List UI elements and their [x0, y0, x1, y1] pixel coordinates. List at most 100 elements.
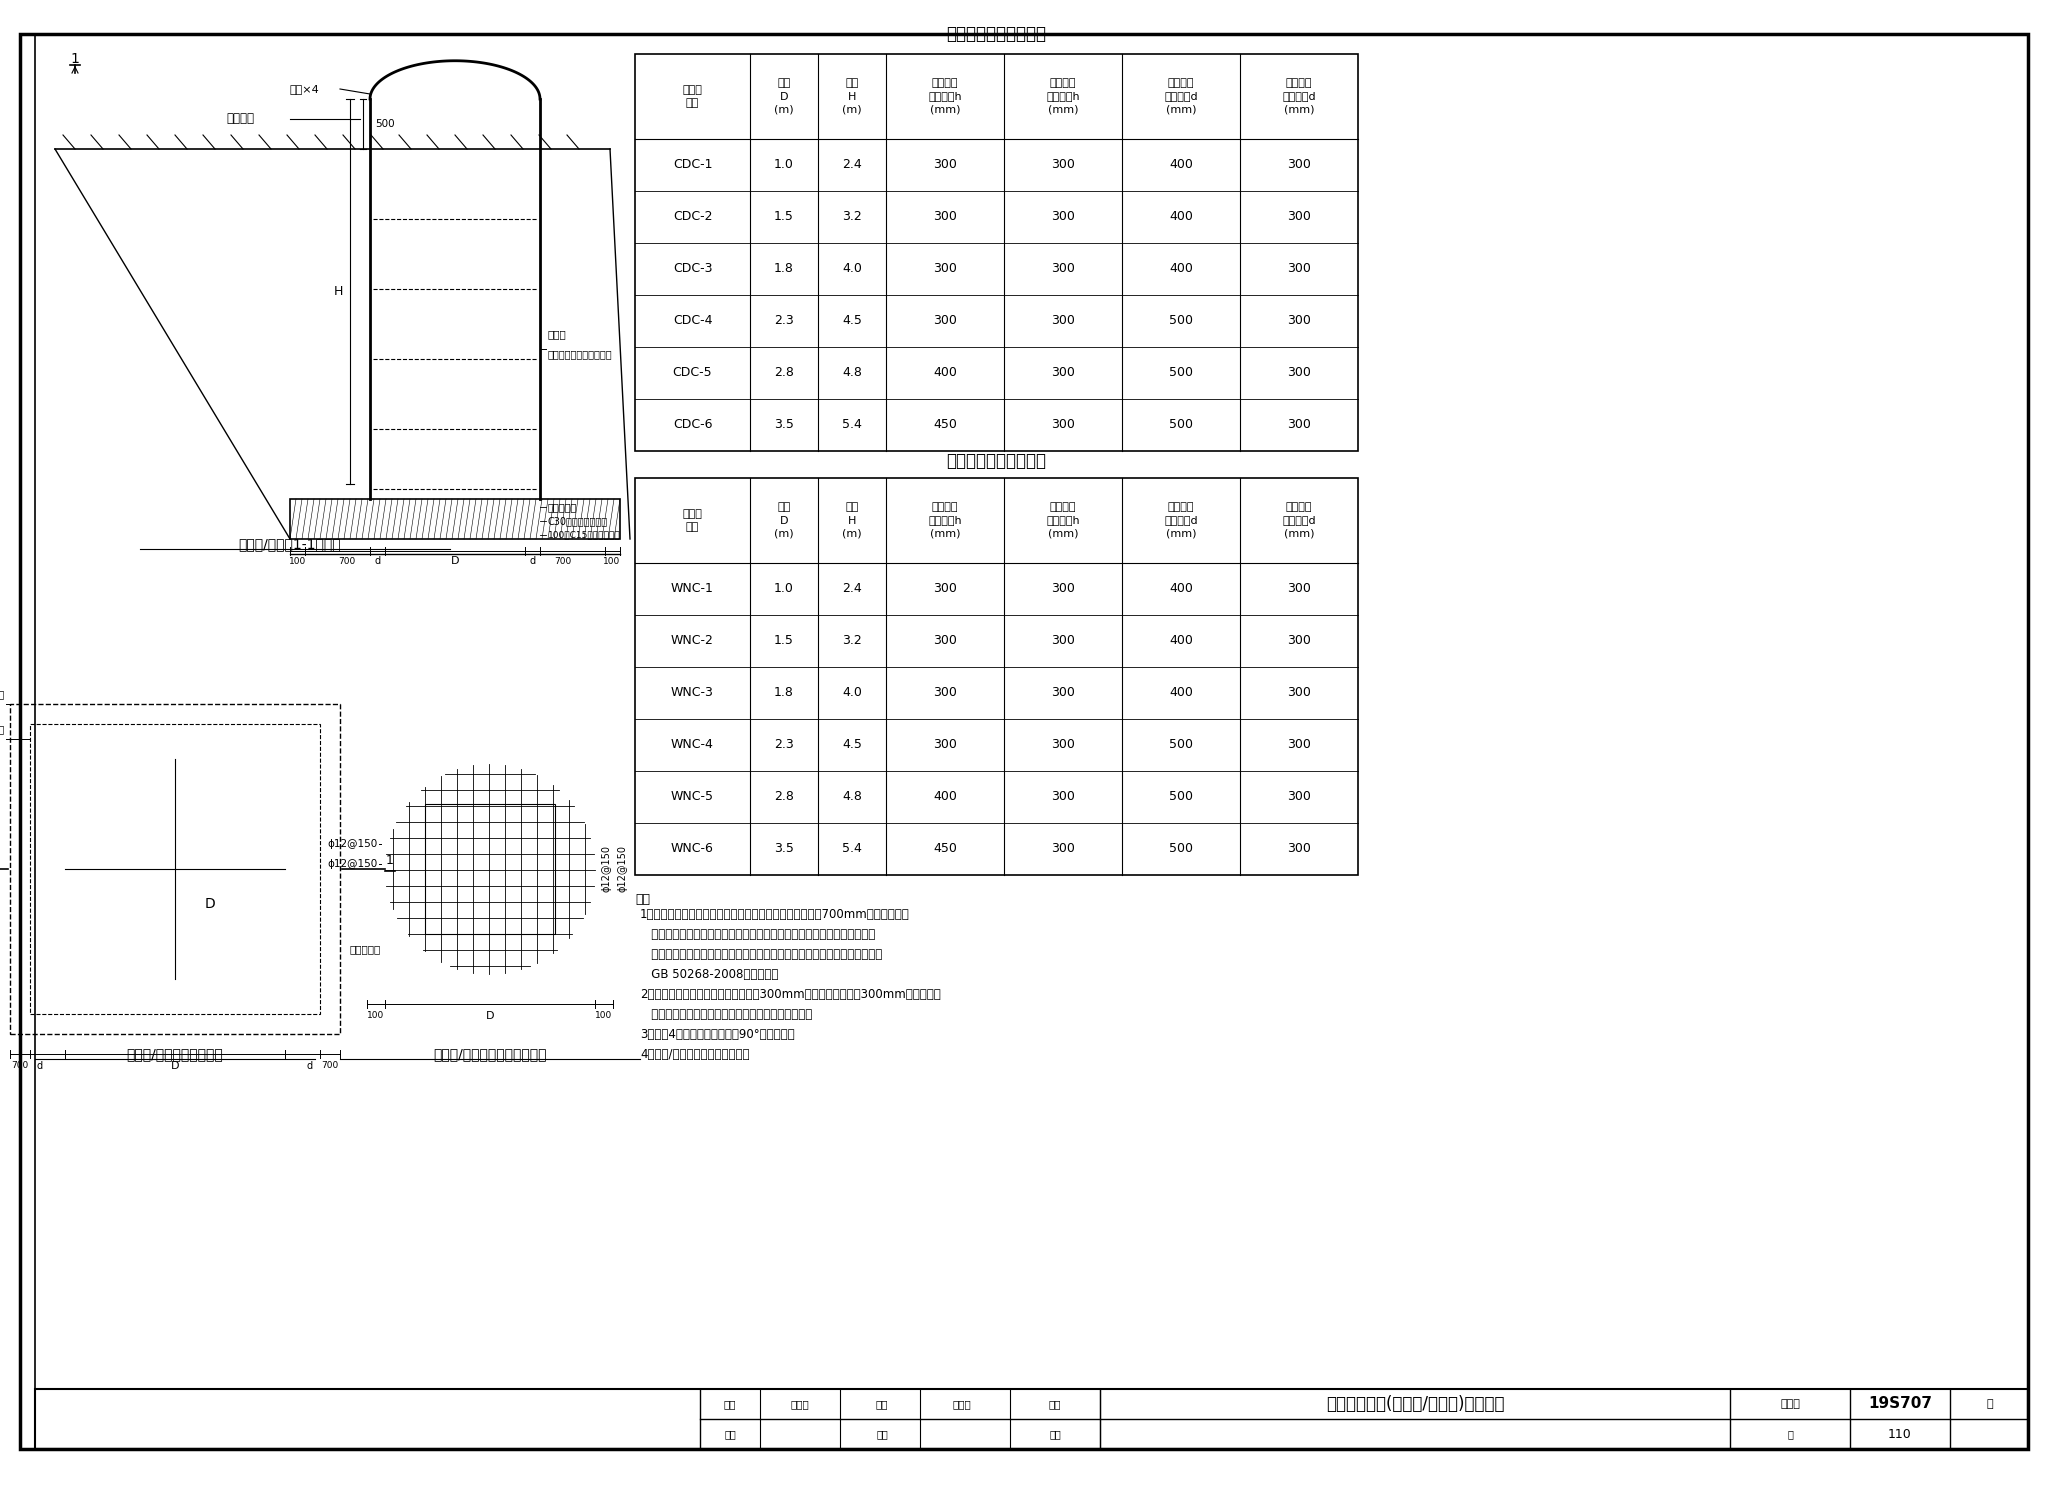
- Text: d: d: [37, 1062, 43, 1071]
- Text: 基础高度
无地下水h
(mm): 基础高度 无地下水h (mm): [1047, 502, 1079, 539]
- Text: 2.4: 2.4: [842, 582, 862, 596]
- Text: d: d: [307, 1062, 313, 1071]
- Text: 1.0: 1.0: [774, 582, 795, 596]
- Text: 3．共设4处抗浮带锚铆，夹角90°均匀布置。: 3．共设4处抗浮带锚铆，夹角90°均匀布置。: [639, 1029, 795, 1041]
- Text: ϕ12@150: ϕ12@150: [328, 859, 379, 870]
- Bar: [291, 499, 621, 539]
- Text: 400: 400: [934, 366, 956, 380]
- Text: 覆土深度: 覆土深度: [225, 113, 254, 125]
- Text: 与基础采用预制锚构连接: 与基础采用预制锚构连接: [549, 348, 612, 359]
- Text: 注：: 注：: [635, 893, 649, 905]
- Text: 300: 300: [934, 158, 956, 171]
- Text: 300: 300: [1051, 314, 1075, 328]
- Text: 300: 300: [1051, 158, 1075, 171]
- Text: 基础飞边
无地下水d
(mm): 基础飞边 无地下水d (mm): [1282, 79, 1315, 115]
- Text: 3.5: 3.5: [774, 418, 795, 432]
- Text: 设计: 设计: [1049, 1429, 1061, 1438]
- Text: 1: 1: [387, 855, 393, 868]
- Text: 300: 300: [1051, 366, 1075, 380]
- Text: ϕ12@150: ϕ12@150: [602, 846, 612, 892]
- Text: 沉淀池/污泥池1-1剖面图: 沉淀池/污泥池1-1剖面图: [240, 538, 342, 551]
- Text: 300: 300: [934, 634, 956, 648]
- Text: WNC-5: WNC-5: [672, 791, 715, 804]
- Text: 300: 300: [1051, 739, 1075, 752]
- Text: CDC-3: CDC-3: [672, 262, 713, 275]
- Text: 直径
D
(m): 直径 D (m): [774, 502, 795, 539]
- Text: 300: 300: [1286, 582, 1311, 596]
- Text: d: d: [530, 555, 537, 566]
- Text: 300: 300: [934, 739, 956, 752]
- Text: 审核: 审核: [725, 1429, 735, 1438]
- Bar: [35, 1389, 2028, 1449]
- Bar: [31, 724, 319, 1014]
- Text: 3.2: 3.2: [842, 634, 862, 648]
- Text: 2.4: 2.4: [842, 158, 862, 171]
- Text: WNC-4: WNC-4: [672, 739, 715, 752]
- Text: 基础高度
有地下水h
(mm): 基础高度 有地下水h (mm): [928, 502, 963, 539]
- Text: 300: 300: [1051, 262, 1075, 275]
- Text: H: H: [334, 284, 342, 298]
- Text: 4.0: 4.0: [842, 262, 862, 275]
- Text: 3.2: 3.2: [842, 210, 862, 223]
- Text: 300: 300: [1051, 634, 1075, 648]
- Text: 2.3: 2.3: [774, 314, 795, 328]
- Text: 吊耳×4: 吊耳×4: [291, 83, 319, 94]
- Bar: [635, 54, 1358, 451]
- Text: 直径
D
(m): 直径 D (m): [774, 79, 795, 115]
- Text: 450: 450: [934, 843, 956, 856]
- Text: 污泥池基础规格尺寸表: 污泥池基础规格尺寸表: [946, 453, 1047, 471]
- Text: 300: 300: [1286, 210, 1311, 223]
- Text: CDC-6: CDC-6: [672, 418, 713, 432]
- Text: 400: 400: [1169, 262, 1192, 275]
- Text: 沉淀池基础规格尺寸表: 沉淀池基础规格尺寸表: [946, 25, 1047, 43]
- Text: 埋地立式池体(沉淀池/污泥池)基础做法: 埋地立式池体(沉淀池/污泥池)基础做法: [1325, 1395, 1503, 1413]
- Text: GB 50268-2008中的规定。: GB 50268-2008中的规定。: [639, 968, 778, 981]
- Text: 校对: 校对: [877, 1429, 889, 1438]
- Text: 1.5: 1.5: [774, 210, 795, 223]
- Text: 19S707: 19S707: [1868, 1397, 1931, 1412]
- Text: 抗浮带: 抗浮带: [549, 329, 567, 339]
- Text: 污泥池
型号: 污泥池 型号: [682, 509, 702, 532]
- Text: WNC-2: WNC-2: [672, 634, 715, 648]
- Text: 基础飞边
无地下水d
(mm): 基础飞边 无地下水d (mm): [1282, 502, 1315, 539]
- Text: 400: 400: [1169, 686, 1192, 700]
- Text: 500: 500: [1169, 843, 1194, 856]
- Text: 页: 页: [1987, 1400, 1993, 1409]
- Text: 1.0: 1.0: [774, 158, 795, 171]
- Text: 300: 300: [934, 314, 956, 328]
- Text: ϕ12@150: ϕ12@150: [618, 846, 629, 892]
- Text: 300: 300: [1286, 314, 1311, 328]
- Text: 300: 300: [1051, 791, 1075, 804]
- Text: 2.8: 2.8: [774, 366, 795, 380]
- Text: 3.5: 3.5: [774, 843, 795, 856]
- Text: C30钢筋混凝土基础: C30钢筋混凝土基础: [549, 517, 608, 526]
- Bar: [426, 804, 555, 934]
- Text: 100: 100: [289, 557, 307, 566]
- Text: 页: 页: [1788, 1429, 1792, 1438]
- Text: 沉淀池/污泥池基础底板配筋图: 沉淀池/污泥池基础底板配筋图: [434, 1047, 547, 1062]
- Text: 500: 500: [1169, 366, 1194, 380]
- Text: 4.5: 4.5: [842, 314, 862, 328]
- Text: 校对: 校对: [877, 1400, 889, 1409]
- Text: 高度
H
(m): 高度 H (m): [842, 502, 862, 539]
- Text: 400: 400: [1169, 634, 1192, 648]
- Text: 700: 700: [338, 557, 356, 566]
- Bar: [635, 478, 1358, 876]
- Text: 300: 300: [934, 210, 956, 223]
- Text: 基础飞边
有地下水d
(mm): 基础飞边 有地下水d (mm): [1163, 79, 1198, 115]
- Text: 100: 100: [596, 1011, 612, 1020]
- Text: 审核: 审核: [723, 1400, 735, 1409]
- Text: 500: 500: [1169, 739, 1194, 752]
- Text: 100厚C15素混凝土垫层: 100厚C15素混凝土垫层: [549, 530, 621, 539]
- Text: 300: 300: [1286, 262, 1311, 275]
- Text: 300: 300: [1051, 843, 1075, 856]
- Text: 4.0: 4.0: [842, 686, 862, 700]
- Bar: [10, 704, 340, 1033]
- Circle shape: [385, 764, 596, 974]
- Text: 700: 700: [322, 1062, 338, 1071]
- Text: 300: 300: [1051, 582, 1075, 596]
- Text: 100: 100: [367, 1011, 385, 1020]
- Text: CDC-1: CDC-1: [672, 158, 713, 171]
- Text: 基础高度
有地下水h
(mm): 基础高度 有地下水h (mm): [928, 79, 963, 115]
- Text: ϕ12@150: ϕ12@150: [328, 838, 379, 849]
